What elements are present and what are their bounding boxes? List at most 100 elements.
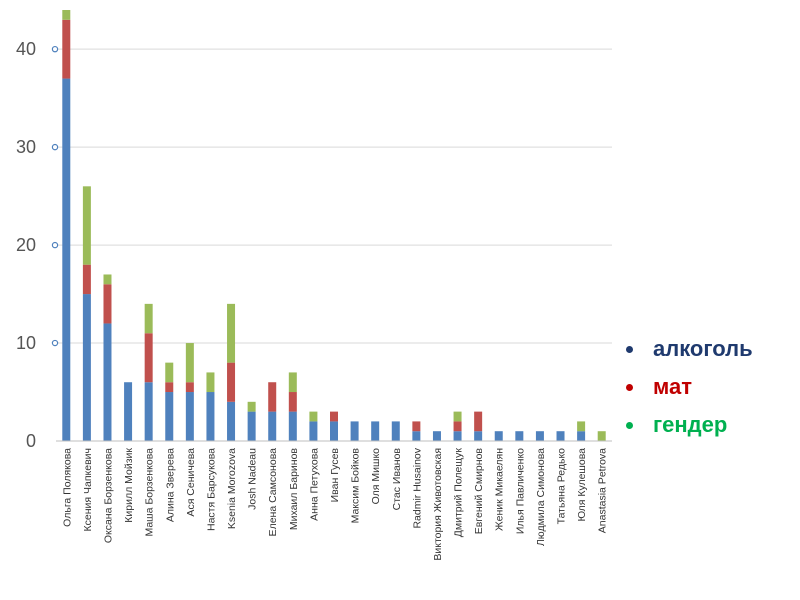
bar-segment — [288, 392, 297, 412]
legend-item-gender: гендер — [626, 406, 753, 444]
bar-segment — [474, 431, 483, 441]
bar-segment — [103, 274, 112, 285]
bar-segment — [82, 264, 91, 295]
x-tick-label: Евгений Смирнов — [473, 448, 485, 535]
legend-label-gender: гендер — [653, 412, 728, 437]
x-tick-label: Юля Кулешова — [576, 448, 588, 522]
bar-segment — [494, 431, 503, 441]
bar-segment — [62, 78, 71, 442]
bar-segment — [206, 392, 215, 441]
bar-segment — [556, 431, 565, 441]
x-tick-label: Максим Бойков — [350, 448, 362, 524]
bar-segment — [288, 372, 297, 393]
x-tick-label: Елена Самсонова — [267, 448, 279, 537]
y-tick-marker — [51, 339, 59, 347]
x-tick-label: Ася Сеничева — [185, 448, 197, 517]
bars — [62, 10, 606, 442]
y-tick-marker — [51, 45, 59, 53]
bar-segment — [62, 19, 71, 79]
x-axis-labels: Ольга Полякова Ксения Чапкевич Оксана Борз… — [61, 447, 608, 560]
bar-segment — [288, 411, 297, 441]
x-tick-label: Женик Микаелян — [494, 448, 506, 531]
bar-segment — [330, 421, 338, 441]
bar-segment — [124, 382, 133, 441]
bar-segment — [453, 411, 462, 422]
x-tick-label: Стас Иванов — [391, 448, 403, 511]
legend-dot-profanity — [626, 383, 633, 391]
legend-dot-alcohol — [626, 345, 633, 353]
bar-segment — [412, 431, 421, 441]
bar-segment — [268, 382, 277, 412]
bar-segment — [185, 382, 194, 393]
bar-segment — [268, 411, 277, 441]
y-tick-label: 40 — [16, 39, 36, 59]
bar-segment — [597, 431, 606, 441]
y-tick-label: 30 — [16, 137, 36, 157]
bar-segment — [330, 411, 338, 422]
y-axis: 0 10 20 30 40 — [16, 39, 59, 451]
x-tick-label: Оксана Борзенкова — [102, 448, 114, 543]
x-tick-label: Ольга Полякова — [61, 448, 73, 527]
legend-label-alcohol: алкоголь — [653, 336, 753, 361]
bar-segment — [474, 411, 483, 432]
bar-segment — [391, 421, 400, 441]
x-tick-label: Алина Зверева — [164, 448, 176, 522]
bar-segment — [165, 392, 174, 441]
bar-segment — [165, 382, 174, 393]
legend-item-alcohol: алкоголь — [626, 330, 753, 368]
legend-dot-gender — [626, 421, 633, 429]
x-tick-label: Josh Nadeau — [247, 448, 259, 510]
x-tick-label: Ksenia Morozova — [226, 448, 238, 529]
x-tick-label: Настя Барсукова — [205, 448, 217, 531]
bar-segment — [206, 372, 215, 393]
y-tick-label: 10 — [16, 333, 36, 353]
bar-segment — [144, 333, 153, 383]
y-tick-label: 0 — [26, 431, 36, 451]
legend-item-profanity: мат — [626, 368, 753, 406]
bar-segment — [144, 303, 153, 334]
legend-label-profanity: мат — [653, 374, 692, 399]
bar-segment — [185, 343, 194, 383]
bar-segment — [227, 401, 236, 441]
y-tick-label: 20 — [16, 235, 36, 255]
gridlines — [56, 48, 612, 344]
x-tick-label: Михаил Баринов — [288, 448, 300, 531]
x-tick-label: Кирилл Мойзик — [123, 448, 135, 523]
bar-segment — [227, 303, 236, 363]
bar-segment — [227, 362, 236, 402]
x-tick-label: Людмила Симонова — [535, 448, 547, 546]
x-tick-label: Иван Гусев — [329, 448, 341, 503]
bar-segment — [350, 421, 359, 441]
x-tick-label: Ксения Чапкевич — [82, 448, 94, 531]
bar-segment — [535, 431, 544, 441]
bar-segment — [247, 401, 256, 412]
legend: алкоголь мат гендер — [626, 330, 753, 444]
bar-segment — [515, 431, 524, 441]
x-tick-label: Виктория Животовская — [432, 448, 444, 561]
bar-segment — [185, 392, 194, 441]
x-tick-label: Дмитрий Полещук — [453, 448, 465, 538]
bar-segment — [371, 421, 380, 441]
bar-segment — [165, 362, 174, 383]
bar-segment — [432, 431, 441, 441]
bar-segment — [453, 421, 462, 432]
bar-segment — [144, 382, 153, 441]
bar-segment — [577, 421, 586, 432]
bar-segment — [309, 411, 318, 422]
x-tick-label: Radmir Husainov — [411, 447, 423, 528]
y-tick-marker — [51, 143, 59, 151]
y-tick-marker — [51, 241, 59, 249]
bar-segment — [82, 186, 91, 265]
x-tick-label: Анна Петухова — [308, 448, 320, 521]
x-tick-label: Anastasia Petrova — [597, 448, 609, 533]
bar-segment — [453, 431, 462, 441]
bar-segment — [577, 431, 586, 441]
x-tick-label: Маша Борзенкова — [144, 448, 156, 537]
bar-segment — [103, 284, 112, 324]
bar-segment — [82, 294, 91, 441]
bar-segment — [412, 421, 421, 432]
x-tick-label: Илья Павличенко — [514, 448, 526, 534]
bar-segment — [62, 10, 71, 20]
bar-segment — [247, 411, 256, 441]
